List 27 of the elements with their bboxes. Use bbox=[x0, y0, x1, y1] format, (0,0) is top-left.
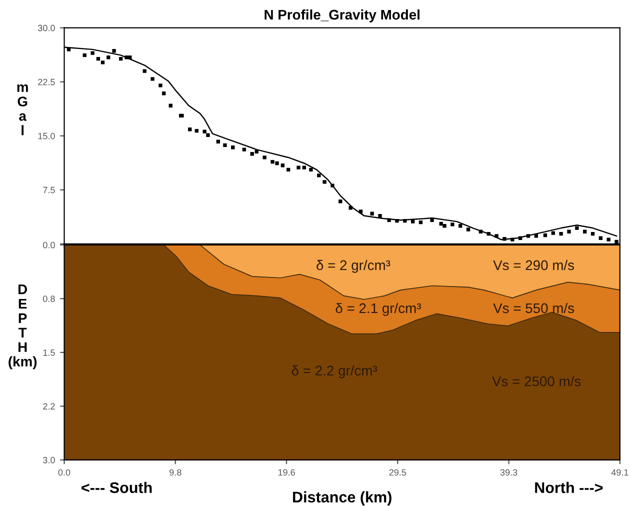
x-tick-label: 19.6 bbox=[278, 469, 295, 476]
y-tick-label: 30.0 bbox=[38, 24, 55, 32]
y-tick-label: 3.0 bbox=[43, 456, 55, 464]
y-axis-title: DEPTH (km) bbox=[8, 284, 37, 370]
text: <--- South bbox=[82, 482, 152, 494]
x-tick-label: 0.0 bbox=[58, 469, 70, 476]
annotation: Vs = 290 m/s bbox=[493, 260, 574, 270]
y-tick-label: 1.5 bbox=[43, 349, 55, 356]
annotation: δ = 2.2 gr/cm³ bbox=[292, 365, 378, 378]
y-tick-label: 2.2 bbox=[43, 403, 55, 410]
annotation: δ = 2 gr/cm³ bbox=[316, 260, 390, 273]
x-axis-title: Distance (km) bbox=[293, 491, 392, 506]
y-tick-label: 15.0 bbox=[38, 132, 55, 140]
chart-title: N Profile_Gravity Model bbox=[264, 9, 420, 22]
x-tick-label: 39.3 bbox=[500, 469, 518, 476]
y-axis-title: mGal bbox=[17, 84, 28, 136]
x-tick-label: 29.5 bbox=[389, 469, 406, 476]
y-tick-label: 7.5 bbox=[43, 186, 55, 194]
y-tick-label: 0.0 bbox=[43, 242, 55, 248]
text: North ---> bbox=[535, 482, 603, 494]
annotation: Vs = 550 m/s bbox=[493, 302, 574, 314]
y-tick-label: 0.8 bbox=[43, 296, 55, 302]
x-tick-label: 49.1 bbox=[611, 469, 628, 476]
annotation: δ = 2.1 gr/cm³ bbox=[336, 302, 421, 316]
annotation: Vs = 2500 m/s bbox=[492, 376, 581, 386]
x-tick-label: 9.8 bbox=[170, 469, 182, 476]
y-tick-label: 22.5 bbox=[38, 78, 55, 86]
